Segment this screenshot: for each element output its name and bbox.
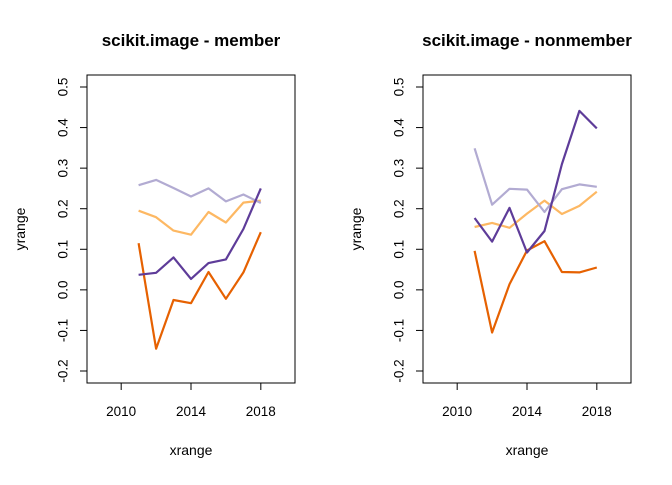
y-tick-label: -0.1 (392, 319, 407, 342)
series-line (137, 231, 262, 350)
y-tick-label: 0.3 (392, 159, 407, 178)
series-line (473, 147, 597, 214)
y-tick-label: -0.1 (56, 319, 71, 342)
y-tick-label: 0.2 (56, 199, 71, 218)
y-tick-label: 0.1 (392, 240, 407, 259)
x-axis-label: xrange (506, 442, 549, 458)
series-line (473, 109, 598, 254)
plot-frame (422, 74, 632, 384)
y-tick-label: 0.2 (392, 199, 407, 218)
y-tick-label: 0.4 (392, 118, 407, 137)
x-axis-label: xrange (170, 442, 213, 458)
y-tick-label: 0.5 (56, 78, 71, 97)
y-tick-label: -0.2 (56, 359, 71, 382)
y-tick-label: 0.3 (56, 159, 71, 178)
y-tick-label: 0.1 (56, 240, 71, 259)
x-tick-label: 2014 (512, 404, 543, 419)
series-line (138, 187, 262, 280)
y-tick-label: 0.0 (56, 280, 71, 299)
chart-title: scikit.image - nonmember (422, 31, 632, 50)
x-tick-label: 2010 (442, 404, 472, 419)
y-axis-label: yrange (348, 207, 364, 250)
series-line (138, 199, 261, 236)
x-tick-label: 2010 (106, 404, 136, 419)
y-tick-label: 0.4 (56, 118, 71, 137)
series-line (474, 190, 598, 229)
x-tick-label: 2018 (246, 404, 276, 419)
chart-panel: scikit.image - nonmember 2010 2014 2018 xran… (348, 31, 632, 458)
x-tick-label: 2014 (176, 404, 207, 419)
chart-panel: scikit.image - member 2010 2014 2018 xrange -… (12, 31, 296, 458)
y-tick-label: 0.0 (392, 280, 407, 299)
plot-frame (86, 74, 296, 384)
y-tick-label: 0.5 (392, 78, 407, 97)
x-tick-label: 2018 (582, 404, 612, 419)
series-line (138, 178, 262, 204)
chart-title: scikit.image - member (102, 31, 281, 50)
y-tick-label: -0.2 (392, 359, 407, 382)
series-line (473, 240, 598, 334)
y-axis-label: yrange (12, 207, 28, 250)
